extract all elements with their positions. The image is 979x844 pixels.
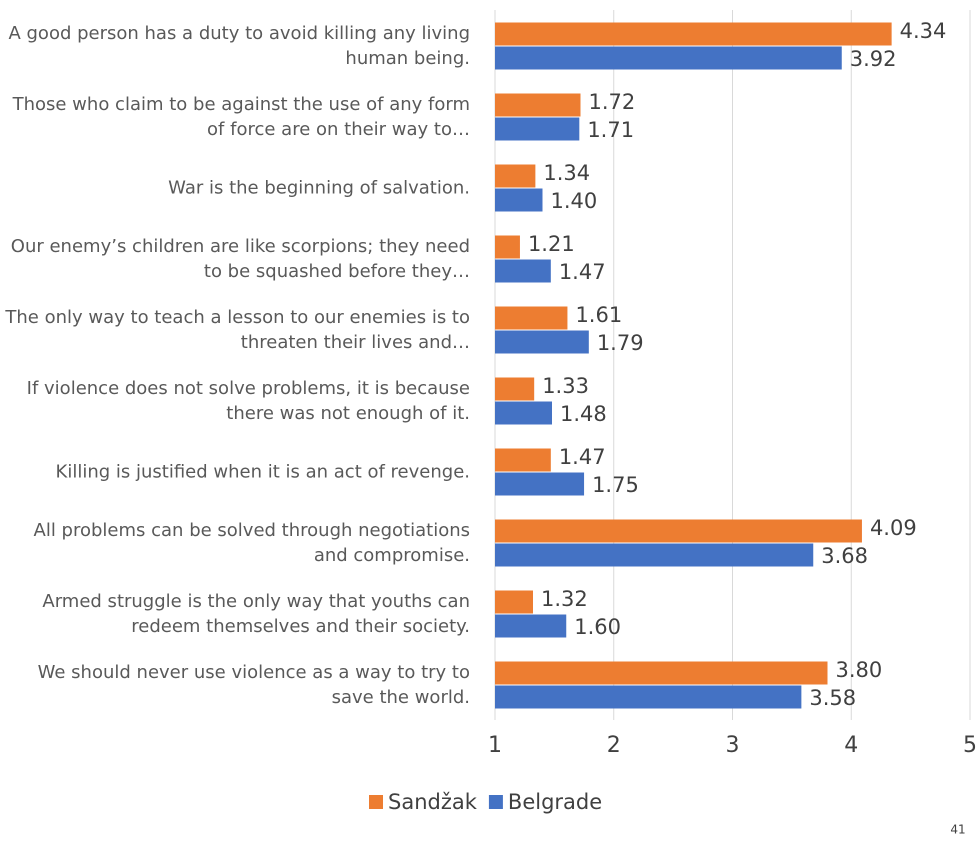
bar bbox=[495, 117, 580, 141]
bar bbox=[495, 543, 814, 567]
bar bbox=[495, 590, 533, 614]
bar bbox=[495, 46, 842, 70]
legend-swatch bbox=[369, 795, 383, 809]
bar bbox=[495, 93, 581, 117]
legend-label: Belgrade bbox=[508, 790, 602, 814]
value-label: 1.75 bbox=[592, 473, 639, 497]
value-label: 3.92 bbox=[850, 47, 897, 71]
value-label: 1.21 bbox=[528, 232, 575, 256]
legend-swatch bbox=[488, 795, 503, 809]
bar bbox=[495, 22, 892, 46]
bar bbox=[495, 685, 802, 709]
value-label: 1.71 bbox=[587, 118, 634, 142]
category-label: All problems can be solved through negot… bbox=[33, 519, 470, 566]
value-label: 1.47 bbox=[559, 445, 606, 469]
value-label: 1.72 bbox=[589, 90, 636, 114]
x-tick-label: 2 bbox=[607, 733, 621, 758]
value-label: 1.47 bbox=[559, 260, 606, 284]
category-label: Armed struggle is the only way that yout… bbox=[42, 590, 470, 637]
bar bbox=[495, 448, 551, 472]
legend-label: Sandžak bbox=[388, 790, 478, 814]
x-tick-label: 3 bbox=[726, 733, 740, 758]
bar bbox=[495, 377, 535, 401]
value-label: 1.60 bbox=[574, 615, 621, 639]
page-number: 41 bbox=[950, 823, 965, 837]
value-label: 1.33 bbox=[542, 374, 589, 398]
category-label: Those who claim to be against the use of… bbox=[12, 93, 470, 140]
category-label: War is the beginning of salvation. bbox=[168, 177, 470, 198]
category-label: If violence does not solve problems, it … bbox=[26, 377, 470, 424]
bar bbox=[495, 259, 551, 283]
value-label: 1.61 bbox=[575, 303, 622, 327]
value-label: 3.68 bbox=[821, 544, 868, 568]
value-label: 1.40 bbox=[551, 189, 598, 213]
bar bbox=[495, 330, 589, 354]
bar bbox=[495, 472, 585, 496]
x-tick-label: 1 bbox=[488, 733, 502, 758]
value-label: 4.34 bbox=[900, 19, 947, 43]
bar bbox=[495, 188, 543, 212]
bar bbox=[495, 614, 567, 638]
x-tick-label: 4 bbox=[844, 733, 858, 758]
value-label: 4.09 bbox=[870, 516, 917, 540]
value-label: 3.80 bbox=[836, 658, 883, 682]
category-label: The only way to teach a lesson to our en… bbox=[5, 306, 470, 353]
bar bbox=[495, 235, 520, 259]
category-label: Our enemy’s children are like scorpions;… bbox=[10, 235, 470, 282]
value-label: 1.32 bbox=[541, 587, 588, 611]
x-tick-label: 5 bbox=[963, 733, 977, 758]
bar bbox=[495, 306, 568, 330]
category-label: A good person has a duty to avoid killin… bbox=[8, 22, 470, 69]
value-label: 1.79 bbox=[597, 331, 644, 355]
bar bbox=[495, 661, 828, 685]
value-label: 1.48 bbox=[560, 402, 607, 426]
value-label: 1.34 bbox=[543, 161, 590, 185]
bar bbox=[495, 401, 552, 425]
category-label: Killing is justified when it is an act o… bbox=[55, 461, 470, 482]
category-label: We should never use violence as a way to… bbox=[37, 661, 470, 708]
bar bbox=[495, 164, 536, 188]
bar bbox=[495, 519, 862, 543]
value-label: 3.58 bbox=[809, 686, 856, 710]
